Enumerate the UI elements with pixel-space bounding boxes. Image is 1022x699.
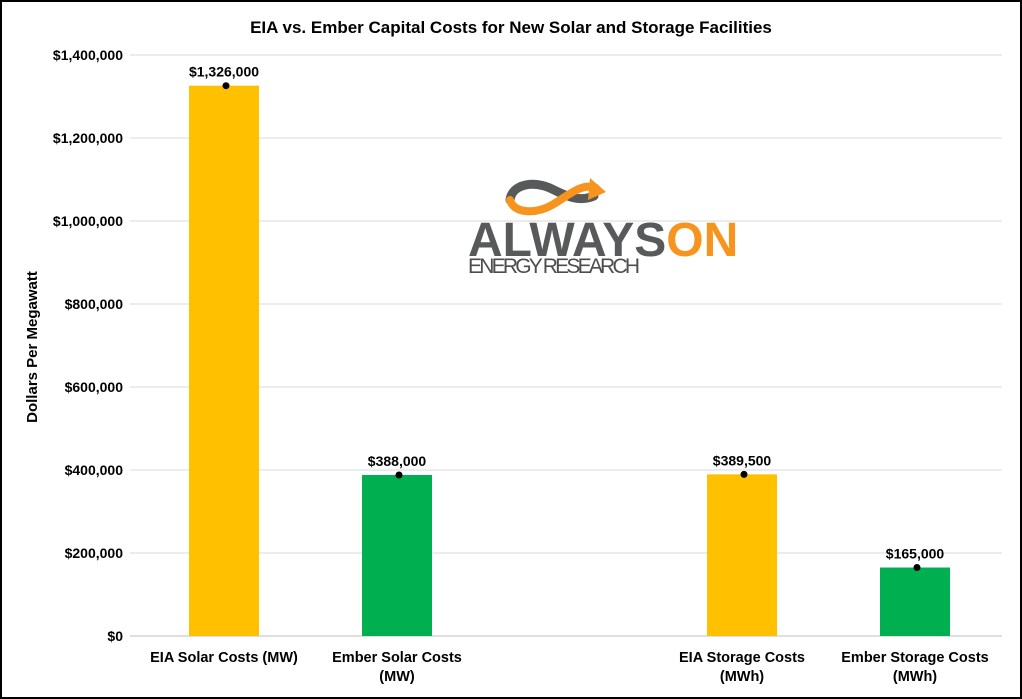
bar: [707, 474, 777, 636]
bar: [362, 474, 432, 636]
x-category-label: (MWh): [720, 669, 764, 685]
bars: [189, 85, 950, 636]
data-label: $165,000: [886, 546, 945, 562]
y-tick-label: $0: [107, 628, 123, 644]
y-tick-label: $1,000,000: [53, 213, 123, 229]
bar: [880, 567, 950, 636]
data-point-marker: [740, 470, 748, 478]
data-label: $388,000: [368, 453, 427, 469]
x-category-label: (MW): [379, 669, 415, 685]
bar: [189, 85, 259, 636]
data-point-marker: [913, 564, 921, 572]
data-label: $1,326,000: [189, 64, 259, 80]
y-axis-label: Dollars Per Megawatt: [24, 271, 41, 423]
y-axis-ticks: $0 $200,000 $400,000 $600,000 $800,000 $1,000…: [53, 47, 123, 644]
logo-wordmark: ALWAYSON: [468, 214, 738, 267]
data-labels: $1,326,000 $388,000 $389,500 $165,000: [189, 64, 945, 572]
y-tick-label: $800,000: [65, 296, 124, 312]
gridlines: [130, 54, 1002, 637]
x-category-label: EIA Solar Costs (MW): [150, 650, 298, 666]
x-category-label: Ember Storage Costs: [841, 650, 988, 666]
x-axis-categories: EIA Solar Costs (MW) Ember Solar Costs (MW…: [150, 650, 989, 685]
alwayson-logo-watermark: ALWAYSON ENERGY RESEARCH: [468, 178, 738, 278]
logo-subtext: ENERGY RESEARCH: [468, 255, 640, 278]
y-tick-label: $1,200,000: [53, 130, 123, 146]
data-point-marker: [395, 471, 403, 479]
chart-title: EIA vs. Ember Capital Costs for New Sola…: [250, 18, 772, 37]
x-category-label: (MWh): [893, 669, 937, 685]
logo-swoosh-icon: [505, 178, 606, 216]
data-point-marker: [222, 82, 230, 90]
x-category-label: EIA Storage Costs: [679, 650, 805, 666]
y-tick-label: $1,400,000: [53, 47, 123, 63]
x-category-label: Ember Solar Costs: [332, 650, 462, 666]
data-label: $389,500: [713, 452, 772, 468]
y-tick-label: $200,000: [65, 545, 124, 561]
y-tick-label: $600,000: [65, 379, 124, 395]
y-tick-label: $400,000: [65, 462, 124, 478]
